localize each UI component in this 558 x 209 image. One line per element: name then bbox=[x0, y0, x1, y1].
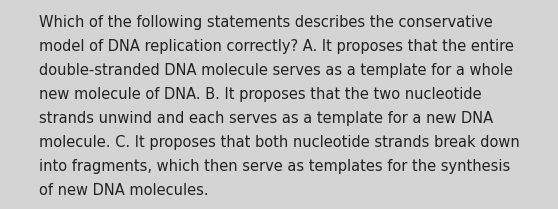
Text: molecule. C. It proposes that both nucleotide strands break down: molecule. C. It proposes that both nucle… bbox=[39, 135, 520, 150]
Text: new molecule of DNA. B. It proposes that the two nucleotide: new molecule of DNA. B. It proposes that… bbox=[39, 87, 482, 102]
Text: Which of the following statements describes the conservative: Which of the following statements descri… bbox=[39, 15, 493, 30]
Text: strands unwind and each serves as a template for a new DNA: strands unwind and each serves as a temp… bbox=[39, 111, 493, 126]
Text: of new DNA molecules.: of new DNA molecules. bbox=[39, 183, 209, 198]
Text: double-stranded DNA molecule serves as a template for a whole: double-stranded DNA molecule serves as a… bbox=[39, 63, 513, 78]
Text: model of DNA replication correctly? A. It proposes that the entire: model of DNA replication correctly? A. I… bbox=[39, 39, 514, 54]
Text: into fragments, which then serve as templates for the synthesis: into fragments, which then serve as temp… bbox=[39, 159, 511, 174]
